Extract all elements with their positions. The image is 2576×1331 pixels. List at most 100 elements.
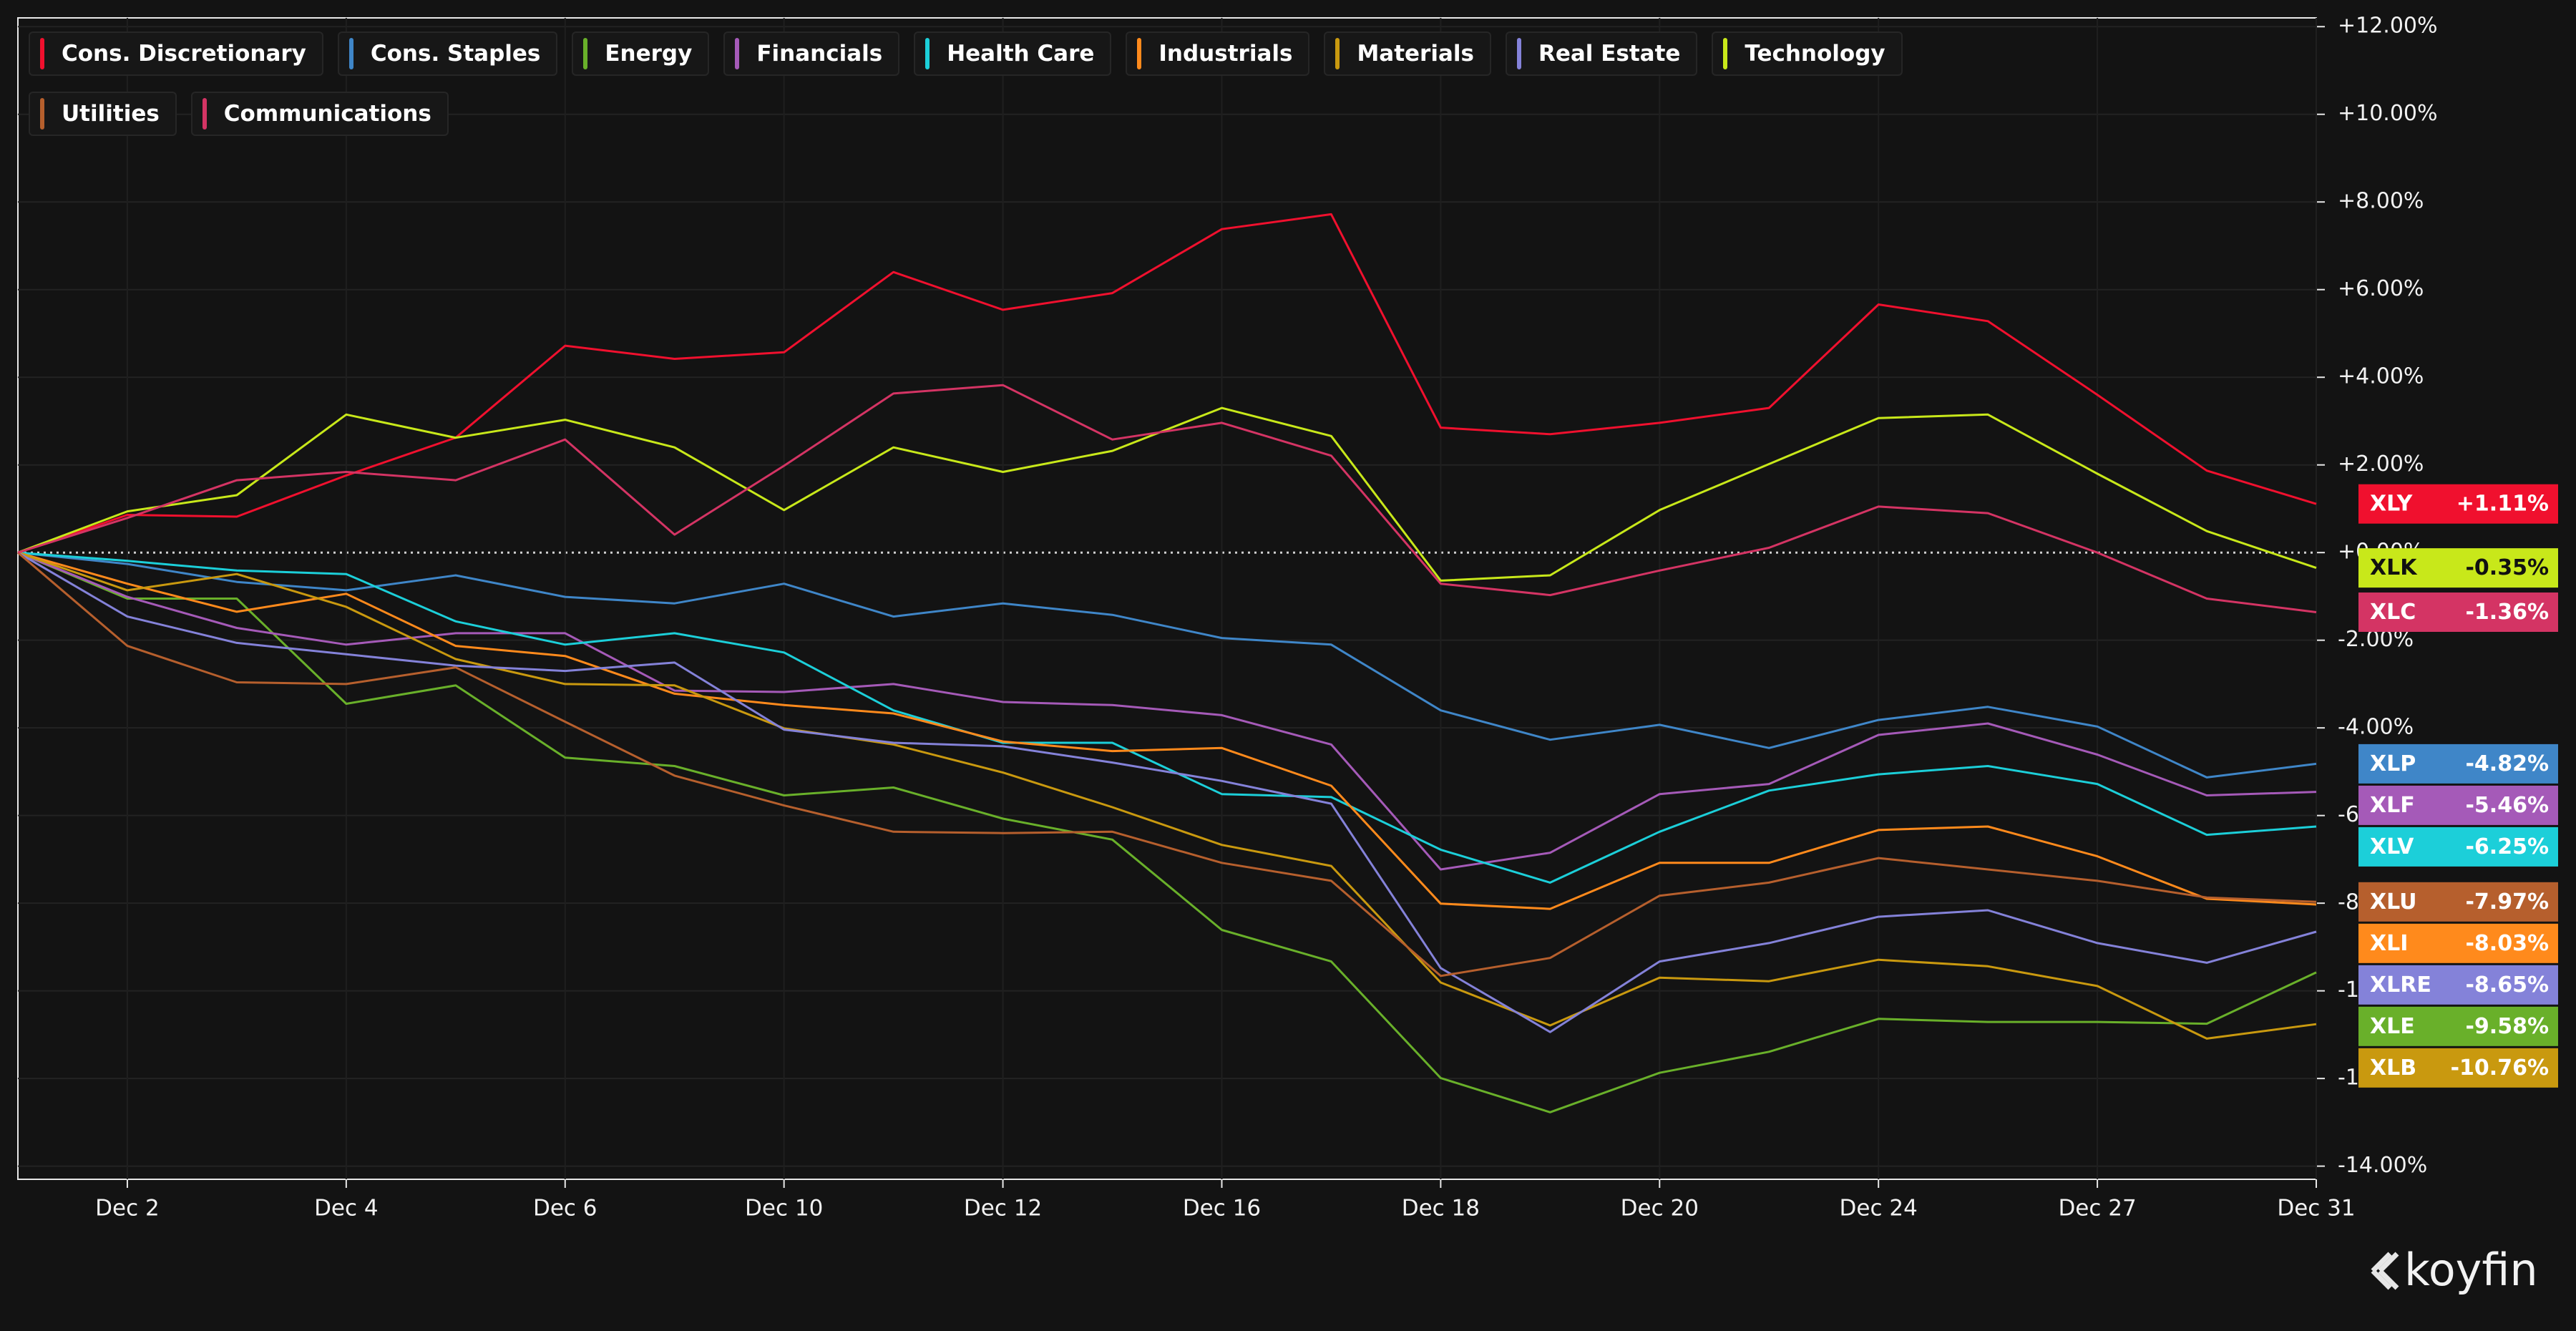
legend-item[interactable]: Technology: [1712, 31, 1903, 76]
y-tick-label: +6.00%: [2338, 276, 2424, 301]
series-line: [17, 406, 2317, 582]
legend-swatch: [583, 38, 588, 69]
end-badge-box: [2358, 743, 2558, 784]
legend-item[interactable]: Financials: [723, 31, 900, 76]
legend-label: Cons. Staples: [370, 41, 541, 67]
x-tick-label: Dec 10: [745, 1196, 823, 1222]
legend-label: Energy: [605, 41, 693, 67]
legend-item[interactable]: Industrials: [1126, 31, 1310, 76]
legend-swatch: [202, 98, 207, 130]
x-tick-label: Dec 12: [964, 1196, 1042, 1222]
x-tick-label: Dec 27: [2058, 1196, 2136, 1222]
end-badge-box: [2358, 882, 2558, 922]
end-badge-value: -9.58%: [2465, 1014, 2549, 1039]
plot-frame: [17, 17, 2317, 1180]
end-badge-value: -4.82%: [2465, 751, 2549, 776]
legend-swatch: [40, 38, 44, 69]
legend-item[interactable]: Cons. Staples: [337, 31, 558, 76]
legend-swatch: [348, 38, 353, 69]
end-badge: XLU -7.97%: [2358, 882, 2558, 922]
end-badge-value: -8.65%: [2465, 972, 2549, 998]
series-line: [17, 551, 2317, 910]
end-badge-ticker: XLC: [2370, 600, 2416, 625]
legend-label: Utilities: [62, 101, 160, 127]
end-badge-ticker: XLY: [2370, 492, 2414, 517]
end-badge-ticker: XLI: [2370, 931, 2408, 956]
legend-item[interactable]: Cons. Discretionary: [29, 31, 323, 76]
end-badge-value: -8.03%: [2465, 931, 2549, 956]
legend-label: Cons. Discretionary: [62, 41, 306, 67]
legend-swatch: [1335, 38, 1340, 69]
x-tick-label: Dec 24: [1840, 1196, 1918, 1222]
y-tick-label: -4.00%: [2338, 715, 2414, 740]
series-line: [17, 551, 2317, 871]
end-badge: XLC -1.36%: [2358, 592, 2558, 632]
series-line: [17, 551, 2317, 1113]
x-tick-label: Dec 31: [2277, 1196, 2355, 1222]
legend-label: Financials: [756, 41, 883, 67]
legend-item[interactable]: Utilities: [29, 92, 177, 136]
end-badge-box: [2358, 1048, 2558, 1088]
y-tick-label: +4.00%: [2338, 364, 2424, 389]
end-badge-ticker: XLB: [2370, 1055, 2416, 1081]
y-tick-label: +8.00%: [2338, 189, 2424, 214]
end-badge-value: -0.35%: [2465, 555, 2549, 580]
legend-label: Real Estate: [1538, 41, 1681, 67]
end-badge-box: [2358, 484, 2558, 524]
series-line: [17, 551, 2317, 1033]
series-line: [17, 552, 2317, 977]
x-tick-label: Dec 18: [1402, 1196, 1480, 1222]
end-badge-ticker: XLV: [2370, 834, 2414, 859]
legend-label: Health Care: [947, 41, 1095, 67]
end-badge-ticker: XLP: [2370, 751, 2416, 776]
series-line: [17, 213, 2317, 554]
legend-item[interactable]: Energy: [572, 31, 710, 76]
legend-label: Communications: [223, 101, 431, 127]
end-badge-value: +1.11%: [2457, 492, 2549, 517]
logo: koyfin: [2371, 1244, 2538, 1296]
y-tick-label: -14.00%: [2338, 1153, 2427, 1178]
end-badge: XLB -10.76%: [2358, 1048, 2558, 1088]
end-badge: XLV -6.25%: [2358, 827, 2558, 867]
series-line: [17, 551, 2317, 779]
end-badge-ticker: XLF: [2370, 793, 2415, 818]
y-tick-label: +2.00%: [2338, 452, 2424, 477]
end-badge-box: [2358, 592, 2558, 632]
x-tick-label: Dec 2: [95, 1196, 160, 1222]
legend-label: Technology: [1745, 41, 1885, 67]
y-tick-label: +10.00%: [2338, 101, 2438, 126]
end-badge-box: [2358, 965, 2558, 1005]
end-badge-box: [2358, 923, 2558, 963]
legend: Cons. Discretionary Cons. Staples Energy Fi…: [29, 31, 1946, 136]
legend-item[interactable]: Health Care: [914, 31, 1112, 76]
end-badge: XLRE -8.65%: [2358, 965, 2558, 1005]
series-line: [17, 551, 2317, 884]
legend-swatch: [925, 38, 930, 69]
end-badge: XLP -4.82%: [2358, 743, 2558, 784]
end-badge-ticker: XLRE: [2370, 972, 2431, 998]
y-tick-label: +12.00%: [2338, 14, 2438, 39]
end-badge-ticker: XLK: [2370, 555, 2418, 580]
series-line: [17, 384, 2317, 613]
legend-swatch: [735, 38, 740, 69]
end-badge-ticker: XLU: [2370, 889, 2417, 915]
end-badge: XLI -8.03%: [2358, 923, 2558, 963]
legend-swatch: [1137, 38, 1142, 69]
series-line: [17, 551, 2317, 1040]
end-badge-value: -6.25%: [2465, 834, 2549, 859]
legend-swatch: [1723, 38, 1728, 69]
end-badge: XLK -0.35%: [2358, 548, 2558, 588]
end-badge: XLE -9.58%: [2358, 1006, 2558, 1046]
end-badge-value: -10.76%: [2451, 1055, 2549, 1081]
end-badge-value: -1.36%: [2465, 600, 2549, 625]
logo-icon: [2371, 1252, 2399, 1290]
legend-item[interactable]: Real Estate: [1505, 31, 1698, 76]
legend-item[interactable]: Communications: [190, 92, 449, 136]
end-badge-value: -5.46%: [2465, 793, 2549, 818]
end-badge-box: [2358, 1006, 2558, 1046]
x-tick-label: Dec 4: [314, 1196, 379, 1222]
legend-item[interactable]: Materials: [1324, 31, 1491, 76]
brand-text: koyfin: [2404, 1244, 2538, 1296]
